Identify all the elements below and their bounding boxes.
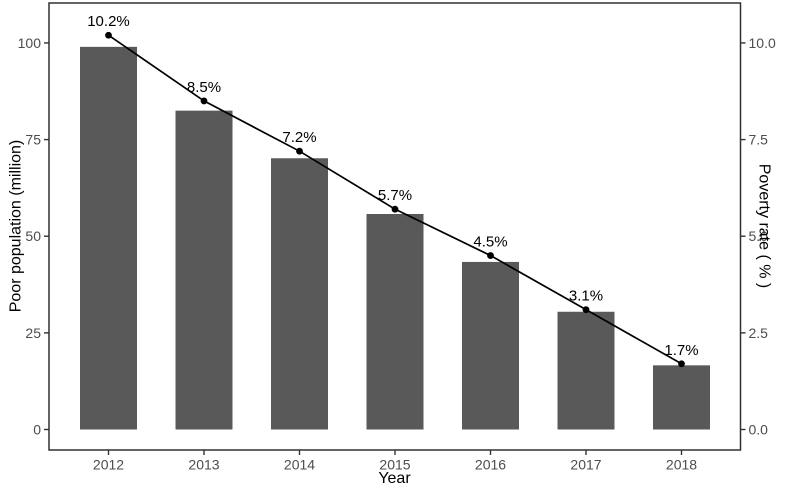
bar-2018 — [653, 365, 710, 430]
bar-2014 — [271, 158, 328, 430]
x-tick-label-2018: 2018 — [666, 457, 697, 473]
x-axis-title: Year — [378, 470, 411, 486]
right-tick-label: 2.5 — [749, 325, 769, 341]
point-label-2012: 10.2% — [87, 13, 130, 30]
point-2014 — [296, 147, 303, 155]
x-tick-label-2016: 2016 — [475, 457, 506, 473]
left-tick-label: 50 — [25, 228, 41, 244]
left-y-axis-title: Poor population (million) — [8, 140, 25, 313]
right-y-axis-title: Poverty rate ( % ) — [755, 164, 772, 288]
right-tick-label: 7.5 — [749, 131, 769, 147]
axes-group: 0 25 50 75 100 0.0 2.5 5.0 7.5 10.0 2012 2013 2014 20… — [18, 35, 776, 473]
point-2012 — [105, 31, 112, 39]
point-label-2016: 4.5% — [473, 234, 507, 251]
x-tick-label-2017: 2017 — [570, 457, 601, 473]
right-tick-label: 5.0 — [749, 228, 769, 244]
line-group — [105, 31, 685, 368]
right-tick-label: 0.0 — [749, 421, 769, 437]
point-2018 — [678, 360, 685, 368]
bar-2012 — [80, 46, 137, 430]
labels-group: 10.2% 8.5% 7.2% 5.7% 4.5% 3.1% 1.7% — [87, 13, 698, 359]
point-label-2018: 1.7% — [664, 342, 698, 359]
left-tick-label: 25 — [25, 325, 41, 341]
bar-2015 — [366, 213, 424, 430]
panel-border — [48, 2, 742, 451]
x-tick-label-2012: 2012 — [93, 457, 124, 473]
bar-2013 — [175, 110, 233, 430]
point-label-2015: 5.7% — [378, 187, 412, 204]
point-label-2014: 7.2% — [282, 129, 316, 146]
point-2015 — [391, 205, 399, 213]
x-tick-label-2014: 2014 — [284, 457, 315, 473]
bar-2017 — [557, 311, 615, 430]
point-2016 — [487, 252, 494, 259]
left-tick-label: 0 — [33, 421, 41, 437]
point-2013 — [200, 97, 208, 105]
x-tick-label-2013: 2013 — [188, 457, 219, 473]
point-label-2013: 8.5% — [187, 79, 221, 96]
left-tick-label: 100 — [18, 35, 42, 51]
x-tick-label-2015: 2015 — [379, 457, 410, 473]
point-label-2017: 3.1% — [569, 288, 603, 305]
right-tick-label: 10.0 — [749, 35, 776, 51]
bar-2016 — [462, 261, 519, 430]
point-2017 — [582, 306, 590, 314]
bars-group — [80, 46, 710, 430]
left-tick-label: 75 — [25, 131, 41, 147]
